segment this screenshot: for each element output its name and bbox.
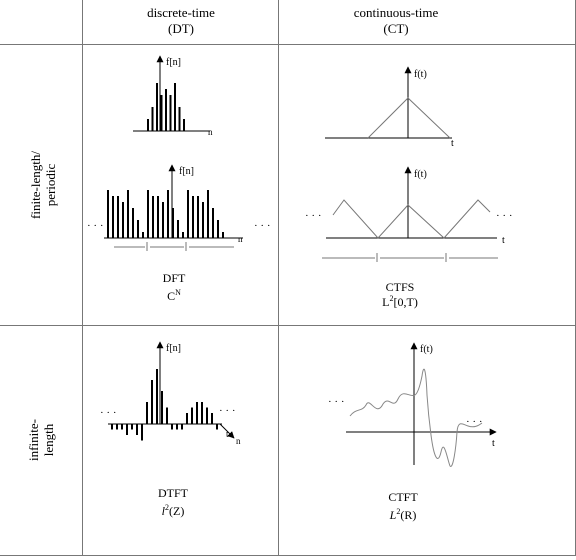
finite-ct-ft-label: f(t)	[414, 69, 427, 80]
infinite-ct-signal-curve	[349, 368, 483, 467]
dtft-name: DTFT	[158, 486, 189, 500]
dft-space-sup: N	[175, 288, 181, 297]
dtft-space: l2(Z)	[162, 503, 185, 518]
periodic-dt-ellipsis-right: · · ·	[254, 220, 271, 232]
periodic-dt-period-brackets	[114, 242, 234, 251]
dtft-space-base: l	[162, 504, 166, 518]
plot-infinite-ct: f(t) t · · · · · ·	[328, 342, 497, 467]
infinite-dt-t-label: t	[226, 429, 229, 439]
ctft-space-base: L	[389, 508, 397, 522]
finite-dt-fn-label: f[n]	[166, 57, 181, 68]
plot-periodic-ct: f(t) t · · · · · ·	[305, 166, 513, 262]
row-label-infinite-line2: length	[41, 423, 56, 456]
plot-finite-ct: f(t) t	[325, 66, 454, 149]
ctft-name: CTFT	[388, 490, 418, 504]
finite-ct-t-label: t	[451, 138, 454, 149]
periodic-ct-period-brackets	[322, 253, 498, 262]
dt-header-title: discrete-time	[147, 5, 215, 20]
periodic-ct-ft-label: f(t)	[414, 169, 427, 180]
row-label-finite-line2: periodic	[43, 163, 58, 206]
periodic-ct-triangle-wave	[332, 199, 491, 239]
dft-space: CN	[167, 288, 181, 303]
row-label-infinite: infinite- length	[26, 419, 56, 461]
plot-finite-dt: f[n] n	[133, 55, 213, 137]
infinite-dt-n-axis-arrow	[219, 423, 235, 439]
infinite-dt-n-label: n	[236, 436, 241, 446]
ctfs-name: CTFS	[386, 280, 415, 294]
ctfs-space-base: L	[382, 295, 389, 309]
ctft-space-tail: (R)	[400, 508, 416, 522]
periodic-ct-ellipsis-right: · · ·	[496, 210, 513, 222]
dtft-space-sup: 2	[165, 503, 169, 512]
dt-header-abbr: (DT)	[168, 21, 194, 36]
plot-periodic-dt: f[n] n · · · · · ·	[87, 164, 271, 251]
infinite-dt-ellipsis-left: · · ·	[100, 407, 117, 419]
dft-name: DFT	[163, 271, 186, 285]
ctft-space-sup: 2	[396, 507, 400, 516]
ctfs-space: L2[0,T)	[382, 294, 418, 309]
infinite-ct-ellipsis-left: · · ·	[328, 396, 345, 408]
infinite-ct-ellipsis-right: · · ·	[466, 416, 483, 428]
finite-dt-n-label: n	[208, 127, 213, 137]
infinite-dt-fn-label: f[n]	[166, 343, 181, 354]
dtft-space-tail: (Z)	[169, 504, 184, 518]
dft-space-base: C	[167, 289, 175, 303]
periodic-dt-ellipsis-left: · · ·	[87, 220, 104, 232]
ctft-space: L2(R)	[389, 507, 417, 522]
ctfs-space-tail: [0,T)	[394, 295, 418, 309]
ct-header-title: continuous-time	[354, 5, 439, 20]
periodic-dt-fn-label: f[n]	[179, 166, 194, 177]
periodic-dt-stems	[107, 190, 224, 238]
periodic-ct-t-label: t	[502, 235, 505, 246]
ct-header-abbr: (CT)	[383, 21, 408, 36]
infinite-dt-stems	[111, 369, 218, 441]
ctfs-space-sup: 2	[390, 294, 394, 303]
row-label-finite: finite-length/ periodic	[28, 151, 58, 219]
infinite-dt-ellipsis-right: · · ·	[219, 405, 236, 417]
periodic-ct-ellipsis-left: · · ·	[305, 210, 322, 222]
periodic-dt-n-label: n	[238, 234, 243, 244]
row-label-infinite-line1: infinite-	[26, 419, 41, 461]
plot-infinite-dt: f[n] t n · · · · · ·	[100, 341, 241, 446]
finite-dt-stems	[147, 83, 185, 131]
row-label-finite-line1: finite-length/	[28, 151, 43, 219]
infinite-ct-t-label: t	[492, 438, 495, 449]
finite-ct-triangle-pulse	[367, 97, 451, 139]
infinite-ct-ft-label: f(t)	[420, 344, 433, 355]
